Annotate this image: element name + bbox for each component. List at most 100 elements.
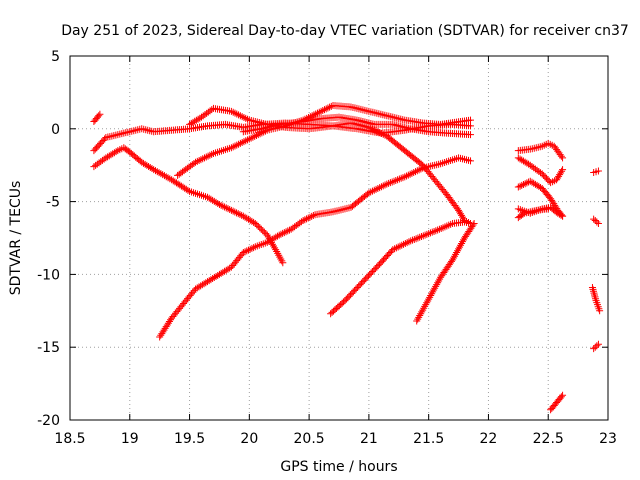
data-point-marker: [389, 246, 397, 254]
data-point-marker: [594, 219, 602, 227]
x-tick-label: 22: [480, 431, 498, 447]
data-point-marker: [429, 288, 437, 296]
data-point-marker: [229, 108, 237, 116]
data-point-marker: [399, 174, 407, 182]
data-point-marker: [197, 156, 205, 164]
data-point-marker: [231, 142, 239, 150]
data-point-marker: [405, 238, 413, 246]
data-point-marker: [413, 167, 421, 175]
data-point-marker: [327, 102, 335, 110]
data-point-marker: [428, 290, 436, 298]
data-point-marker: [591, 343, 599, 351]
data-point-marker: [403, 172, 411, 180]
data-point-marker: [208, 106, 216, 114]
data-point-marker: [254, 222, 262, 230]
data-point-marker: [313, 109, 321, 117]
data-point-marker: [431, 284, 439, 292]
data-point-marker: [407, 237, 415, 245]
data-point-marker: [315, 108, 323, 116]
data-point-marker: [374, 128, 382, 136]
data-point-marker: [379, 182, 387, 190]
data-point-marker: [206, 151, 214, 159]
data-point-marker: [416, 312, 424, 320]
data-point-marker: [233, 209, 241, 217]
data-point-marker: [372, 127, 380, 135]
data-point-marker: [253, 131, 261, 139]
data-point-marker: [518, 181, 526, 189]
data-point-marker: [282, 228, 290, 236]
data-point-marker: [523, 179, 531, 187]
data-point-marker: [469, 221, 477, 229]
y-tick-label: -20: [37, 413, 60, 429]
data-point-marker: [256, 130, 264, 138]
data-point-marker: [400, 240, 408, 248]
data-point-marker: [148, 165, 156, 173]
data-point-marker: [434, 226, 442, 234]
data-point-marker: [589, 285, 597, 293]
data-point-marker: [251, 219, 259, 227]
data-point-marker: [236, 139, 244, 147]
data-point-marker: [434, 279, 442, 287]
track-17: [590, 215, 602, 227]
data-point-marker: [396, 242, 404, 250]
track-18: [588, 284, 604, 315]
track-8: [327, 218, 475, 318]
data-point-marker: [421, 231, 429, 239]
data-point-marker: [238, 113, 246, 121]
data-point-marker: [467, 116, 475, 124]
data-point-marker: [458, 239, 466, 247]
data-point-marker: [459, 238, 467, 246]
data-point-marker: [308, 112, 316, 120]
data-point-marker: [299, 217, 307, 225]
data-point-marker: [258, 129, 266, 137]
data-point-marker: [398, 241, 406, 249]
data-point-marker: [151, 167, 159, 175]
data-point-marker: [202, 153, 210, 161]
y-tick-label: -5: [46, 195, 60, 211]
data-point-marker: [377, 129, 385, 137]
data-point-marker: [420, 304, 428, 312]
data-point-marker: [391, 245, 399, 253]
data-point-marker: [244, 136, 252, 144]
data-point-marker: [243, 247, 251, 255]
data-point-marker: [392, 176, 400, 184]
data-point-marker: [277, 230, 285, 238]
data-point-marker: [514, 183, 522, 191]
data-point-marker: [596, 307, 604, 315]
data-point-marker: [233, 141, 241, 149]
data-point-marker: [521, 180, 529, 188]
data-point-marker: [424, 297, 432, 305]
data-point-marker: [467, 157, 475, 165]
data-point-marker: [430, 227, 438, 235]
x-tick-label: 21.5: [413, 431, 444, 447]
data-point-marker: [394, 176, 402, 184]
data-point-marker: [227, 206, 235, 214]
data-point-marker: [195, 157, 203, 165]
data-point-marker: [235, 111, 243, 119]
data-point-marker: [303, 215, 311, 223]
data-point-marker: [427, 292, 435, 300]
data-point-marker: [309, 212, 317, 220]
data-point-marker: [235, 140, 243, 148]
data-point-marker: [591, 291, 599, 299]
data-point-marker: [590, 345, 598, 353]
data-point-marker: [312, 110, 320, 118]
data-point-marker: [251, 132, 259, 140]
data-point-marker: [159, 171, 167, 179]
y-tick-label: -10: [37, 267, 60, 283]
data-point-marker: [160, 172, 168, 180]
data-point-marker: [370, 126, 378, 134]
data-point-marker: [236, 112, 244, 120]
data-point-marker: [557, 152, 565, 160]
data-point-marker: [112, 148, 120, 156]
data-point-marker: [226, 206, 234, 214]
data-point-marker: [372, 185, 380, 193]
data-point-marker: [370, 186, 378, 194]
data-point-marker: [591, 293, 599, 301]
data-point-marker: [270, 242, 278, 250]
data-point-marker: [271, 244, 279, 252]
track-16: [590, 167, 602, 176]
data-point-marker: [397, 174, 405, 182]
data-point-marker: [322, 105, 330, 113]
